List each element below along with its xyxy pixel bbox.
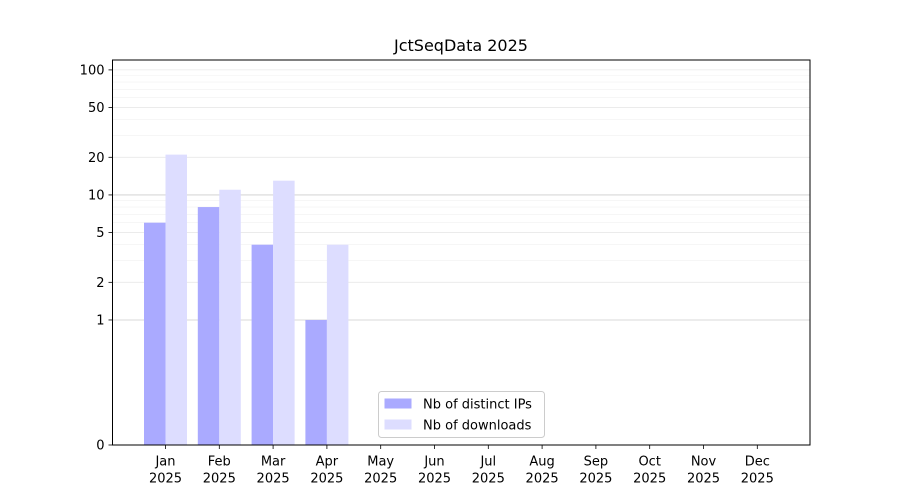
bar-distinct-ips (305, 319, 327, 445)
bar-downloads (326, 244, 349, 445)
y-tick-label: 1 (96, 313, 104, 328)
x-tick-label-month: Sep (584, 455, 609, 470)
x-tick-label-year: 2025 (257, 472, 290, 487)
x-tick-label-year: 2025 (418, 472, 451, 487)
x-tick-label-year: 2025 (687, 472, 720, 487)
x-tick-label-month: Jul (479, 455, 496, 470)
x-axis: Jan 2025 Feb 2025 Mar 2025 Apr 2025 May 2025 Jun 20… (149, 445, 774, 487)
y-tick-label: 10 (88, 188, 105, 203)
y-tick-label: 20 (88, 151, 105, 166)
y-tick-label: 2 (96, 276, 104, 291)
x-tick-label-month: Oct (638, 455, 660, 470)
x-tick-label-month: Nov (691, 455, 717, 470)
bars (144, 154, 349, 446)
y-axis: 0 1 2 5 10 20 50 100 (80, 63, 113, 454)
legend-label-downloads: Nb of downloads (423, 419, 532, 434)
plot-frame (112, 59, 811, 446)
legend-label-ips: Nb of distinct IPs (423, 398, 532, 413)
y-tick-label: 5 (96, 226, 104, 241)
chart-title: JctSeqData 2025 (393, 36, 528, 55)
x-tick-label-year: 2025 (472, 472, 505, 487)
legend-frame (378, 391, 545, 438)
legend-swatch-downloads (384, 419, 412, 430)
legend-swatch-ips (384, 398, 412, 409)
bar-distinct-ips (251, 244, 274, 445)
x-tick-label-month: Aug (529, 455, 554, 470)
bar-distinct-ips (144, 222, 166, 445)
x-tick-label-month: May (367, 455, 394, 470)
x-tick-label-month: Feb (208, 455, 231, 470)
y-tick-label: 0 (96, 439, 104, 454)
bar-downloads (219, 189, 241, 445)
x-tick-label-year: 2025 (364, 472, 397, 487)
x-tick-label-month: Mar (261, 455, 286, 470)
y-tick-label: 50 (88, 101, 105, 116)
x-tick-label-year: 2025 (203, 472, 236, 487)
x-tick-label-month: Jun (423, 455, 444, 470)
x-tick-label-year: 2025 (633, 472, 666, 487)
x-tick-label-month: Jan (154, 455, 175, 470)
x-tick-label-year: 2025 (579, 472, 612, 487)
x-tick-label-year: 2025 (526, 472, 559, 487)
bar-downloads (273, 180, 295, 445)
x-tick-label-month: Apr (316, 455, 339, 470)
y-tick-label: 100 (80, 63, 105, 78)
x-tick-label-month: Dec (745, 455, 770, 470)
x-tick-label-year: 2025 (149, 472, 182, 487)
bar-distinct-ips (197, 207, 220, 445)
x-tick-label-year: 2025 (741, 472, 774, 487)
x-tick-label-year: 2025 (310, 472, 343, 487)
legend: Nb of distinct IPs Nb of downloads (378, 391, 545, 438)
bar-downloads (165, 154, 187, 446)
